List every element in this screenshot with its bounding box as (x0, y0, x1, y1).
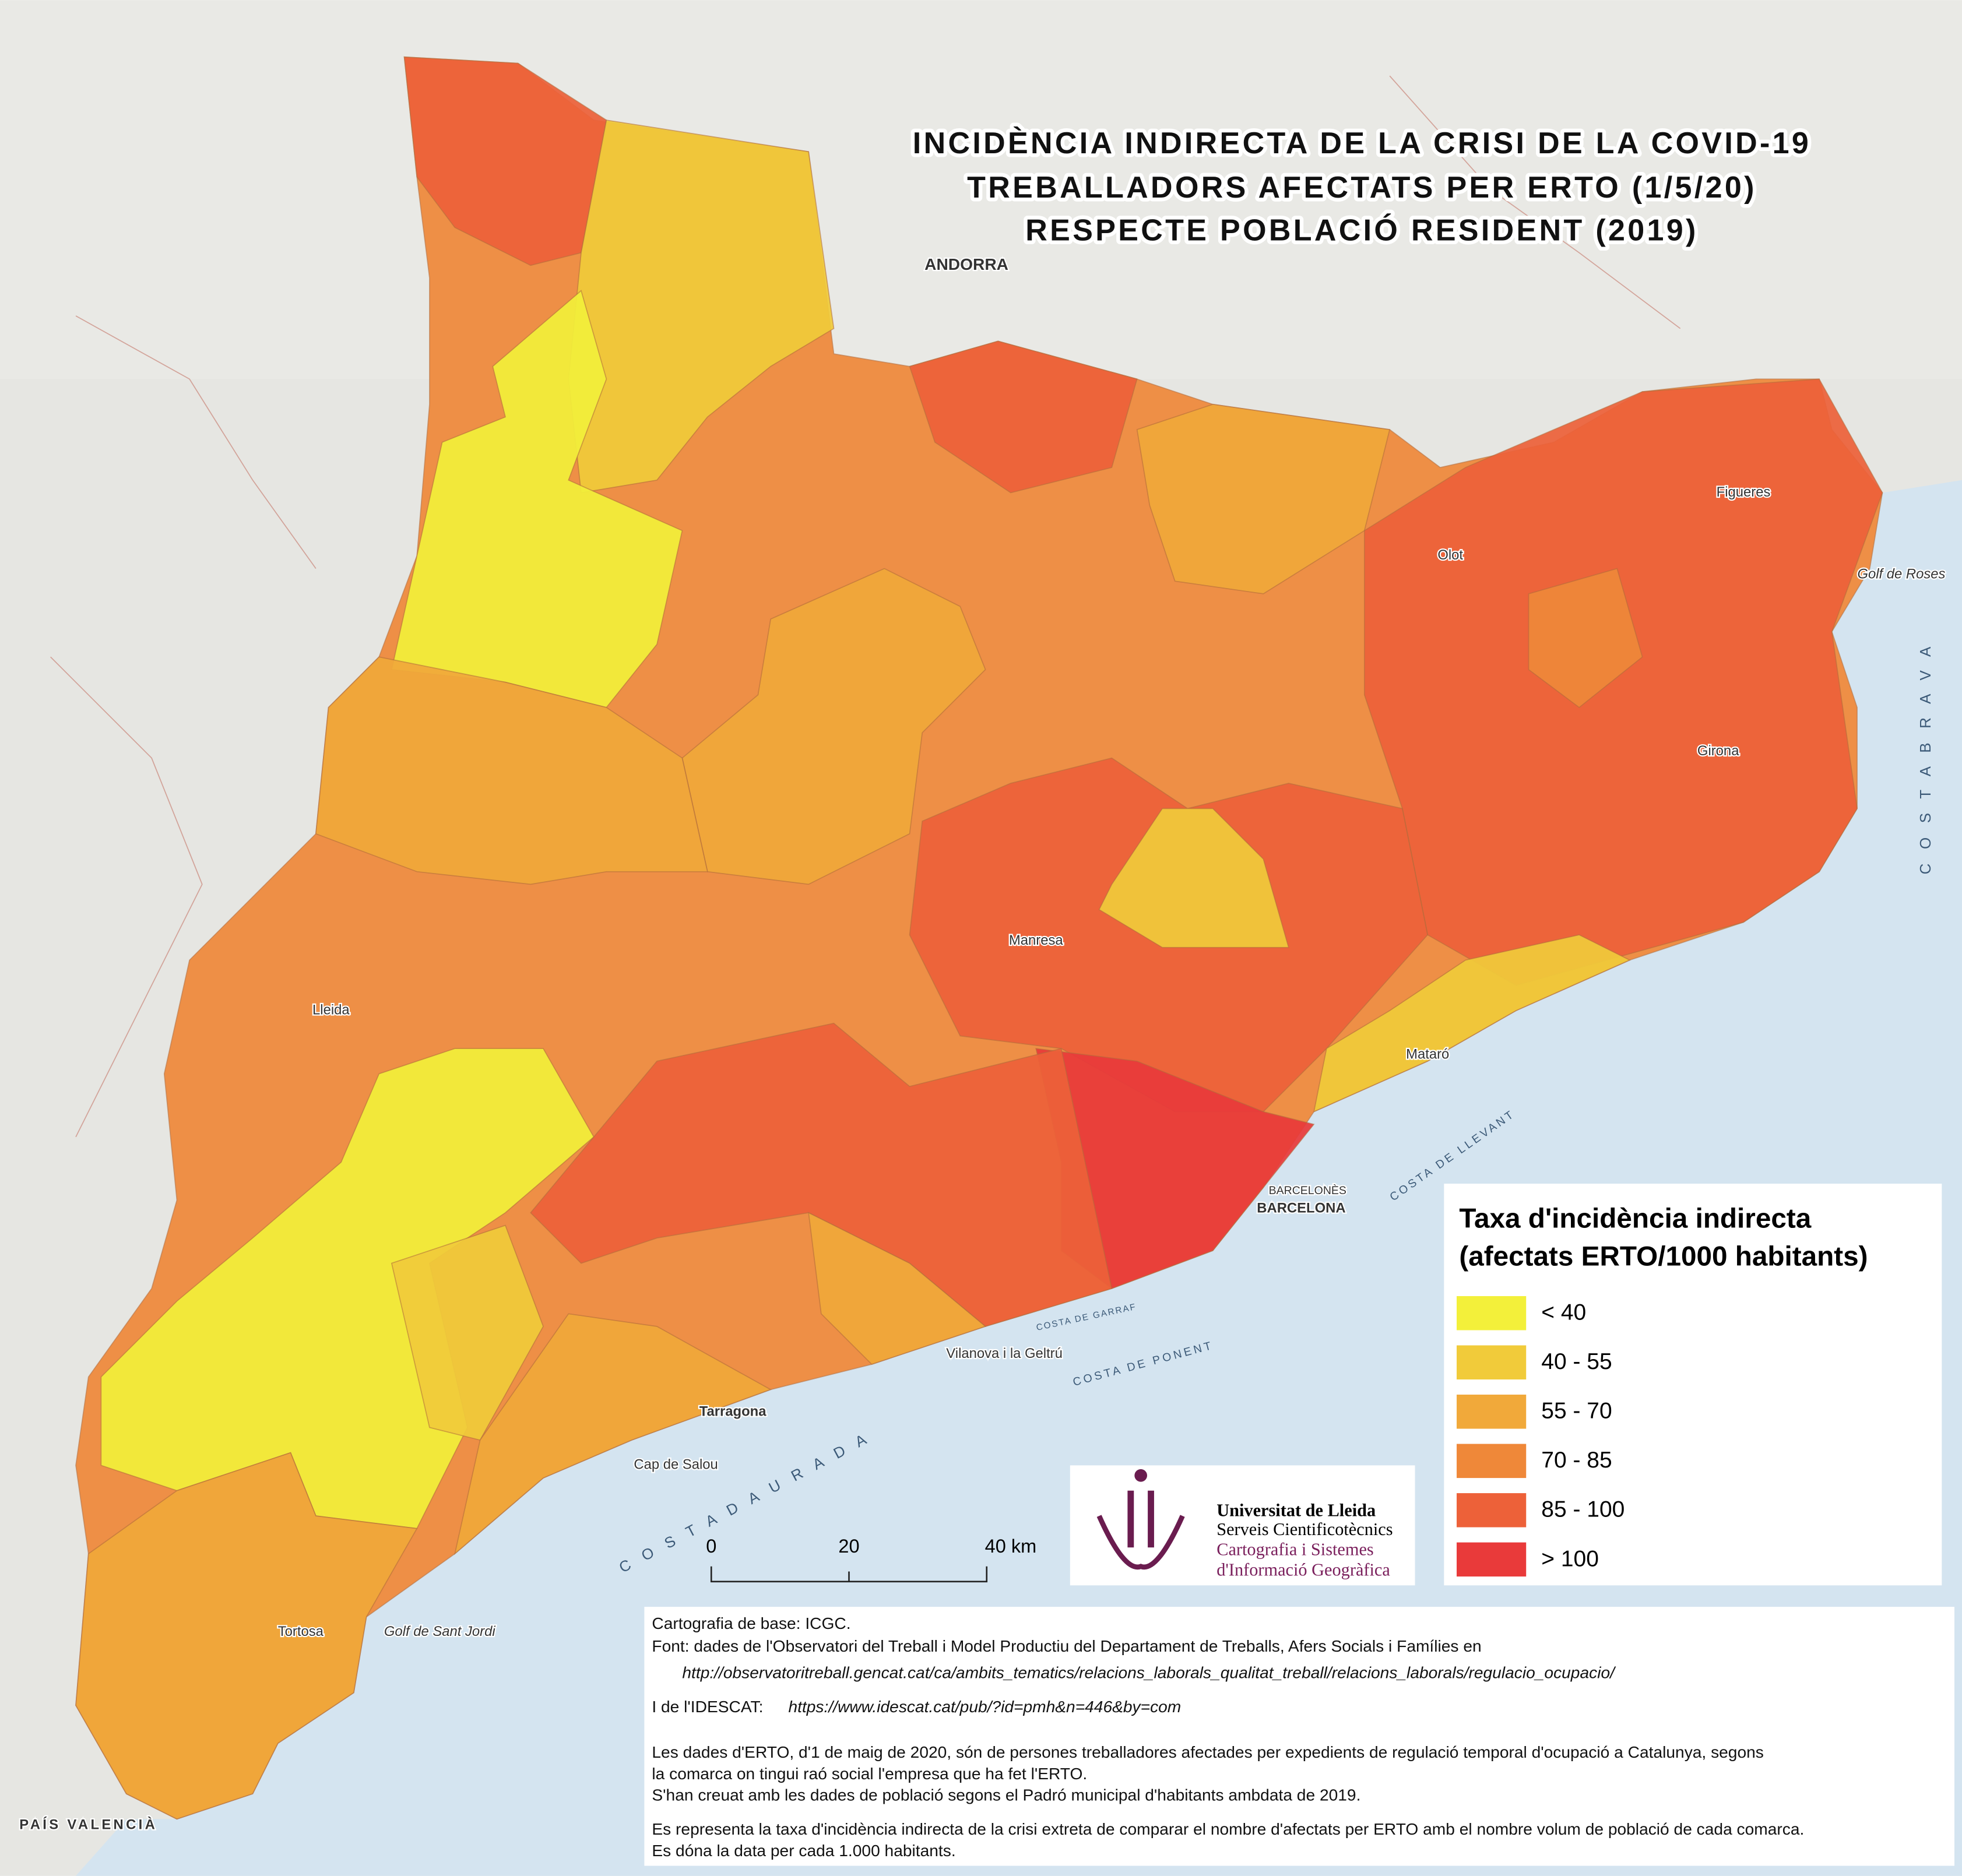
legend-swatch (1457, 1493, 1527, 1527)
place-label: BARCELONÈS (1269, 1184, 1346, 1197)
legend-label: 55 - 70 (1541, 1399, 1612, 1424)
coast-label: C O S T A B R A V A (1917, 642, 1934, 874)
institution-group: d'Informació Geogràfica (1216, 1560, 1390, 1579)
note-text: S'han creuat amb les dades de població s… (652, 1786, 1360, 1804)
region (403, 56, 607, 266)
note-text: I de l'IDESCAT: (652, 1697, 763, 1716)
title-line: RESPECTE POBLACIÓ RESIDENT (2019) (1025, 214, 1698, 248)
region (391, 1224, 544, 1441)
place-label: Olot (1437, 547, 1463, 563)
legend-label: < 40 (1541, 1300, 1586, 1325)
region (808, 1212, 987, 1365)
road (75, 315, 317, 569)
institution-unit: Serveis Cientificotècnics (1216, 1519, 1393, 1539)
legend-swatch (1457, 1296, 1527, 1331)
note-text: Cartografia de base: ICGC. (652, 1614, 850, 1632)
region (909, 340, 1138, 494)
france-area (0, 0, 1962, 379)
notes: Cartografia de base: ICGC. Font: dades d… (644, 1607, 1954, 1866)
region (1313, 934, 1631, 1113)
road (1389, 75, 1681, 329)
place-label: Mataró (1406, 1046, 1449, 1062)
title-line: INCIDÈNCIA INDIRECTA DE LA CRISI DE LA C… (913, 126, 1811, 160)
place-label: Girona (1697, 743, 1739, 759)
place-label: Manresa (1009, 932, 1063, 948)
place-label: Cap de Salou (634, 1457, 718, 1473)
scale-line (710, 1566, 988, 1583)
note-text: Es representa la taxa d'incidència indir… (652, 1819, 1804, 1838)
roads (50, 75, 1681, 1138)
note-text: la comarca on tingui raó social l'empres… (652, 1764, 1087, 1783)
institution-group: Cartografia i Sistemes (1216, 1540, 1374, 1560)
place-label: Vilanova i la Geltrú (946, 1346, 1063, 1361)
place-label: Tortosa (278, 1624, 324, 1639)
place-label: Figueres (1717, 484, 1771, 500)
scale-bar: 0 20 40 km (706, 1536, 1037, 1583)
title: INCIDÈNCIA INDIRECTA DE LA CRISI DE LA C… (909, 123, 1812, 252)
region (1098, 808, 1289, 948)
region (453, 1313, 772, 1555)
legend-label: 70 - 85 (1541, 1448, 1612, 1473)
region (1136, 403, 1391, 594)
legend: Taxa d'incidència indirecta (afectats ER… (1444, 1184, 1942, 1586)
scale-label: 40 km (985, 1536, 1037, 1557)
notes-box (644, 1607, 1954, 1866)
region (315, 656, 708, 885)
legend-label: > 100 (1541, 1546, 1599, 1571)
legend-swatch (1457, 1542, 1527, 1577)
institution-name: Universitat de Lleida (1216, 1501, 1376, 1520)
legend-label: 85 - 100 (1541, 1497, 1625, 1522)
legend-swatch (1457, 1395, 1527, 1429)
legend-swatch (1457, 1345, 1527, 1380)
road (50, 656, 203, 1138)
note-link: https://www.idescat.cat/pub/?id=pmh&n=44… (788, 1697, 1181, 1716)
note-link: http://observatoritreball.gencat.cat/ca/… (682, 1663, 1616, 1681)
scale-label: 0 (706, 1536, 716, 1557)
place-label: PAÍS VALENCIÀ (19, 1816, 157, 1832)
place-label: BARCELONA (1257, 1201, 1345, 1216)
logo-mark (1134, 1469, 1148, 1482)
region (75, 1452, 418, 1820)
logo-mark (1127, 1490, 1154, 1548)
place-label: Tarragona (699, 1404, 767, 1420)
region (681, 568, 986, 885)
region (1528, 568, 1643, 709)
legend-label: 40 - 55 (1541, 1349, 1612, 1374)
place-label: Golf de Sant Jordi (384, 1624, 495, 1639)
scale-label: 20 (838, 1536, 859, 1557)
comarques (75, 56, 1883, 1820)
place-label: ANDORRA (924, 255, 1008, 273)
note-text: Font: dades de l'Observatori del Treball… (652, 1636, 1481, 1655)
legend-swatch (1457, 1444, 1527, 1479)
legend-box (1444, 1184, 1942, 1586)
note-text: Es dóna la data per cada 1.000 habitants… (652, 1841, 955, 1860)
institution-logo: Universitat de Lleida Serveis Cientifico… (1070, 1465, 1415, 1586)
legend-title: (afectats ERTO/1000 habitants) (1459, 1241, 1868, 1272)
note-text: Les dades d'ERTO, d'1 de maig de 2020, s… (652, 1743, 1763, 1761)
logo-mark (1096, 1515, 1185, 1570)
legend-title: Taxa d'incidència indirecta (1459, 1203, 1811, 1234)
title-line: TREBALLADORS AFECTATS PER ERTO (1/5/20) (967, 171, 1757, 205)
region (530, 1022, 1113, 1327)
place-label: Golf de Roses (1857, 566, 1945, 582)
place-label: Lleida (312, 1002, 350, 1018)
